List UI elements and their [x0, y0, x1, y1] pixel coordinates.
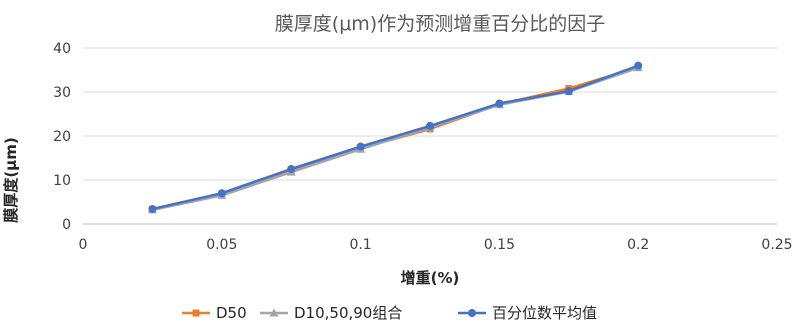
- x-tick-label: 0.15: [484, 237, 515, 253]
- y-tick-label: 40: [53, 41, 71, 57]
- data-point-mean: [217, 189, 226, 198]
- x-axis: 0 0.05 0.1 0.15 0.2 0.25: [79, 237, 793, 253]
- x-tick-label: 0.05: [206, 237, 237, 253]
- chart-title: 膜厚度(μm)作为预测增重百分比的因子: [275, 13, 605, 35]
- data-point-mean: [634, 61, 643, 70]
- legend-item-d50: D50: [182, 304, 247, 322]
- grid: [83, 47, 777, 225]
- data-point-d50: [192, 309, 200, 317]
- data-point-mean: [564, 87, 573, 96]
- data-point-mean: [495, 99, 504, 108]
- y-tick-label: 10: [53, 173, 71, 189]
- legend-item-combo: D10,50,90组合: [260, 304, 402, 322]
- y-tick-label: 0: [62, 217, 71, 233]
- series-mean: [148, 61, 643, 214]
- legend: D50 D10,50,90组合 百分位数平均值: [182, 304, 597, 322]
- y-axis: 0 10 20 30 40: [53, 41, 71, 233]
- legend-label: D10,50,90组合: [294, 304, 402, 322]
- y-tick-label: 20: [53, 129, 71, 145]
- y-tick-label: 30: [53, 85, 71, 101]
- x-tick-label: 0.25: [761, 237, 792, 253]
- legend-label: D50: [216, 304, 247, 322]
- data-point-mean: [426, 121, 434, 130]
- legend-label: 百分位数平均值: [492, 304, 597, 322]
- data-point-combo: [269, 308, 279, 317]
- x-tick-label: 0.2: [627, 237, 649, 253]
- x-tick-label: 0.1: [349, 237, 371, 253]
- data-point-mean: [356, 142, 365, 151]
- x-tick-label: 0: [79, 237, 88, 253]
- series-line-mean: [152, 64, 639, 211]
- x-axis-label: 增重(%): [401, 269, 460, 287]
- plot-area: [147, 61, 643, 214]
- data-point-mean: [287, 165, 296, 173]
- data-point-mean: [148, 205, 157, 214]
- y-axis-label: 膜厚度(μm): [2, 137, 20, 222]
- data-point-mean: [468, 309, 476, 317]
- legend-item-mean: 百分位数平均值: [458, 304, 597, 322]
